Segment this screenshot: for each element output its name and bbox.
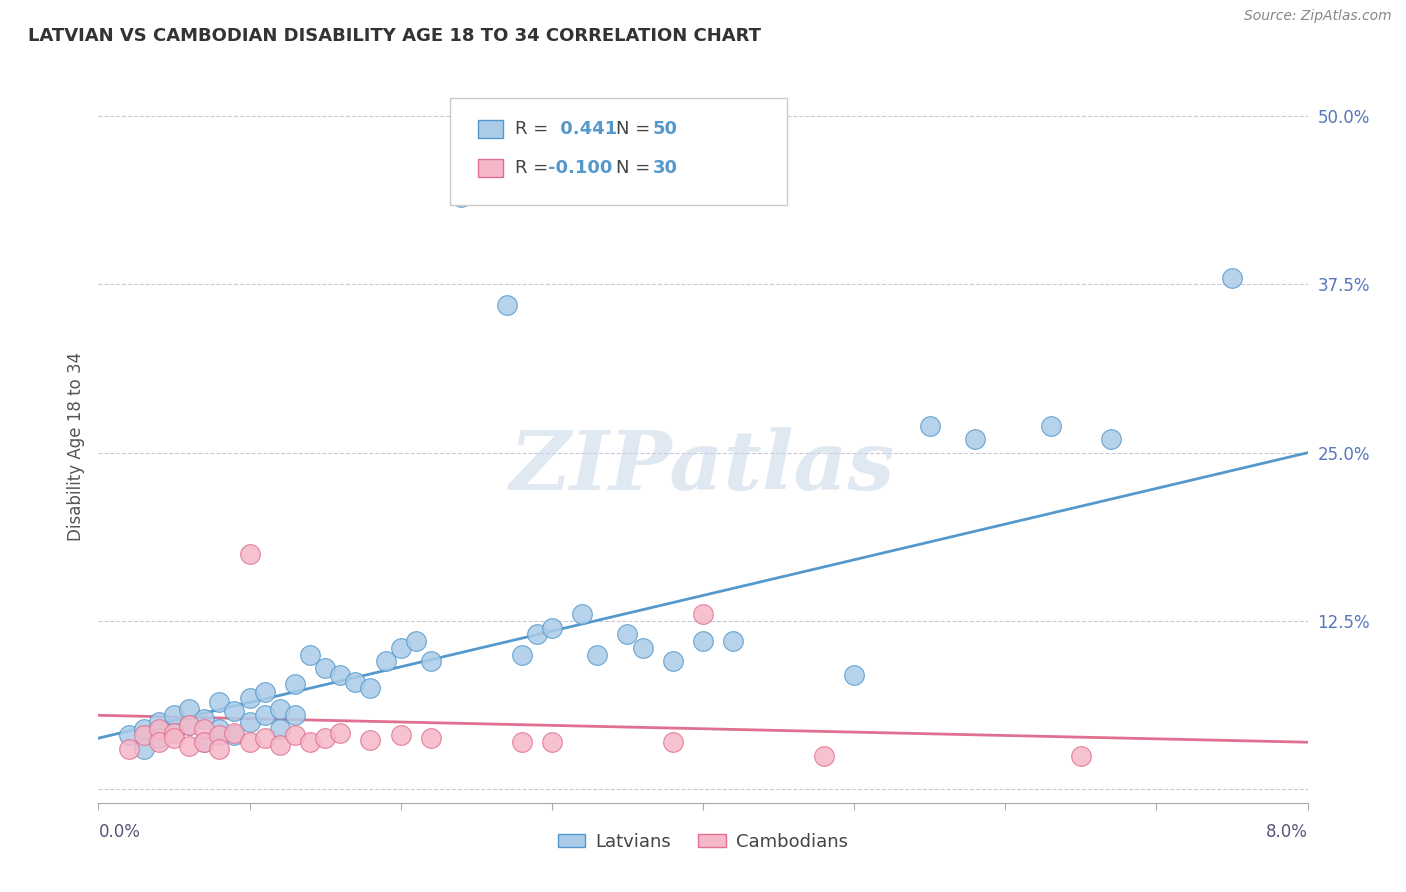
Point [329,668,352,682]
Text: -0.100: -0.100 [548,159,613,177]
Y-axis label: Disability Age 18 to 34: Disability Age 18 to 34 [66,351,84,541]
Point [284,677,307,691]
Point [299,735,322,749]
Point [269,701,291,715]
Point [179,717,201,731]
Point [239,547,262,561]
Point [616,627,638,641]
Point [224,726,246,740]
Point [208,742,231,756]
Point [692,607,714,622]
Point [723,634,745,648]
Point [224,729,246,743]
Point [132,722,155,736]
Point [224,704,246,718]
Point [965,432,987,446]
Text: 50: 50 [652,120,678,138]
Point [344,674,367,689]
Point [253,731,276,746]
Point [374,655,396,669]
Text: 30: 30 [652,159,678,177]
Text: R =: R = [515,159,548,177]
Text: N =: N = [616,159,650,177]
Point [389,729,412,743]
Text: ZIPatlas: ZIPatlas [510,427,896,508]
Point [360,732,382,747]
Point [148,722,170,736]
Point [179,739,201,754]
Point [314,661,336,675]
Point [918,418,941,433]
Text: 0.0%: 0.0% [98,823,141,841]
Point [329,726,352,740]
Point [661,655,683,669]
Point [510,648,533,662]
Point [193,722,215,736]
Point [132,729,155,743]
Point [314,731,336,746]
Point [1070,748,1092,763]
Point [420,731,443,746]
Point [1039,418,1062,433]
Point [118,742,141,756]
Point [526,627,548,641]
Point [148,735,170,749]
Point [163,731,186,746]
Text: R =: R = [515,120,548,138]
Point [163,726,186,740]
Legend: Latvians, Cambodians: Latvians, Cambodians [550,826,856,858]
Text: 0.441: 0.441 [554,120,617,138]
Point [586,648,609,662]
Point [284,729,307,743]
Point [631,640,654,655]
Point [148,731,170,746]
Point [253,685,276,699]
Point [1099,432,1122,446]
Point [299,648,322,662]
Point [571,607,593,622]
Point [661,735,683,749]
Point [540,621,562,635]
Text: LATVIAN VS CAMBODIAN DISABILITY AGE 18 TO 34 CORRELATION CHART: LATVIAN VS CAMBODIAN DISABILITY AGE 18 T… [28,27,761,45]
Point [284,708,307,723]
Point [269,722,291,736]
Point [118,729,141,743]
Point [360,681,382,696]
Point [450,190,472,204]
Point [132,742,155,756]
Point [193,712,215,726]
Point [208,695,231,709]
Point [1220,270,1243,285]
Text: N =: N = [616,120,650,138]
Point [163,708,186,723]
Text: Source: ZipAtlas.com: Source: ZipAtlas.com [1244,9,1392,23]
Point [389,640,412,655]
Point [208,722,231,736]
Point [208,729,231,743]
Point [420,655,443,669]
Point [269,738,291,752]
Text: 8.0%: 8.0% [1265,823,1308,841]
Point [813,748,835,763]
Point [495,298,517,312]
Point [193,735,215,749]
Point [239,690,262,705]
Point [239,714,262,729]
Point [692,634,714,648]
Point [148,714,170,729]
Point [405,634,427,648]
Point [179,717,201,731]
Point [239,735,262,749]
Point [540,735,562,749]
Point [253,708,276,723]
Point [193,735,215,749]
Point [844,668,866,682]
Point [179,701,201,715]
Point [510,735,533,749]
Point [163,726,186,740]
